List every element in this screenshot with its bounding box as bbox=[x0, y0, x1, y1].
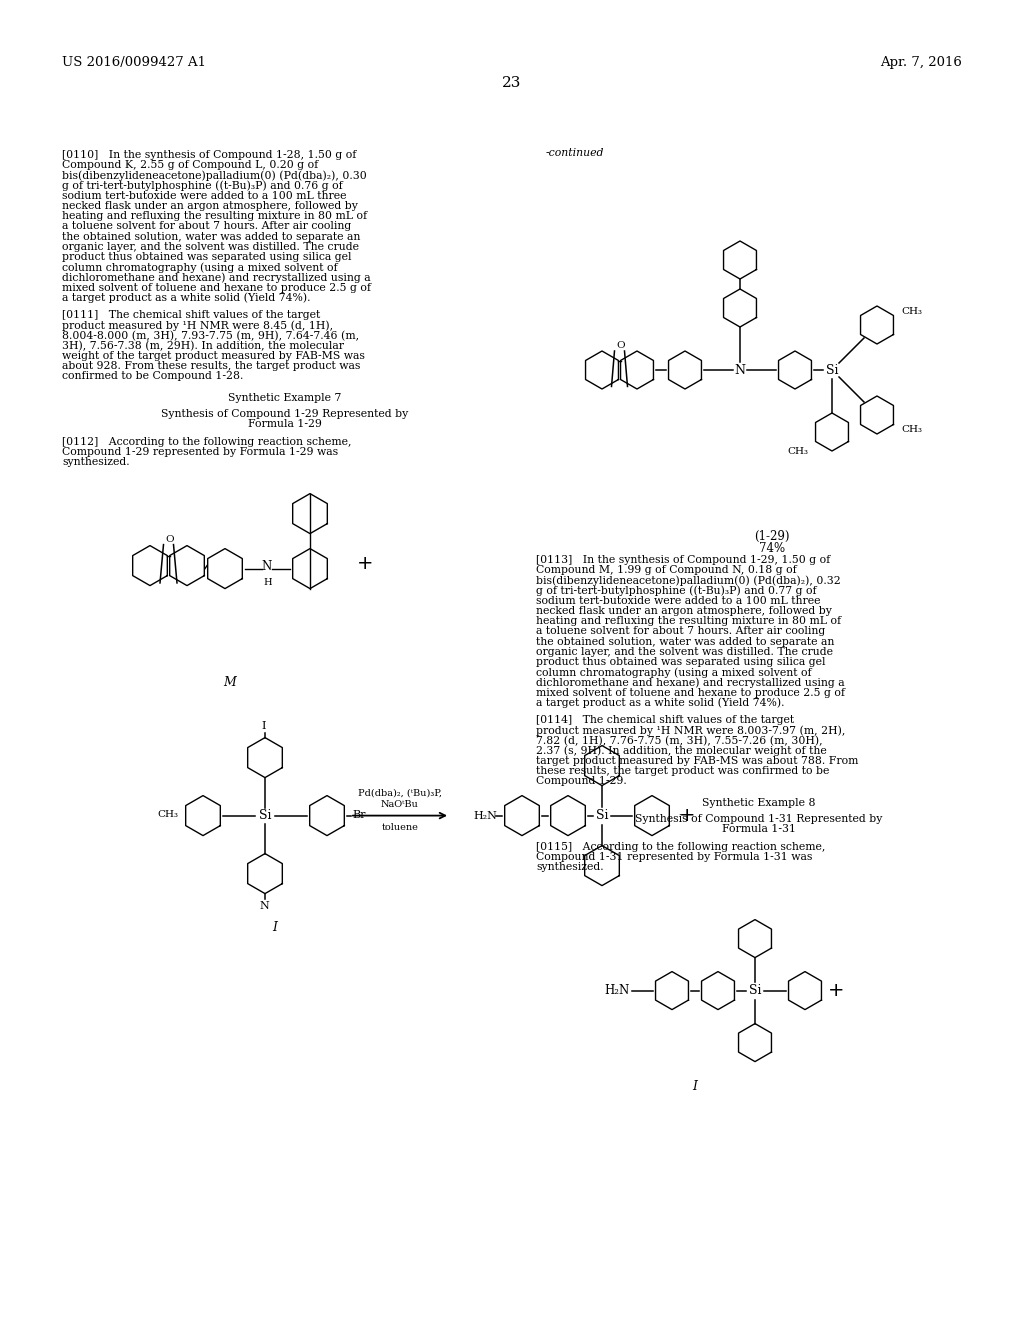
Text: CH₃: CH₃ bbox=[901, 425, 922, 433]
Text: column chromatography (using a mixed solvent of: column chromatography (using a mixed sol… bbox=[536, 667, 812, 677]
Text: synthesized.: synthesized. bbox=[536, 862, 603, 873]
Text: H: H bbox=[264, 578, 272, 586]
Text: -continued: -continued bbox=[546, 148, 604, 158]
Text: [0111]   The chemical shift values of the target: [0111] The chemical shift values of the … bbox=[62, 310, 321, 319]
Text: Compound 1-29.: Compound 1-29. bbox=[536, 776, 627, 787]
Text: bis(dibenzylideneacetone)palladium(0) (Pd(dba)₂), 0.30: bis(dibenzylideneacetone)palladium(0) (P… bbox=[62, 170, 367, 181]
Text: H₂N: H₂N bbox=[473, 810, 497, 821]
Text: a target product as a white solid (Yield 74%).: a target product as a white solid (Yield… bbox=[536, 698, 784, 709]
Text: [0114]   The chemical shift values of the target: [0114] The chemical shift values of the … bbox=[536, 715, 795, 725]
Text: +: + bbox=[679, 807, 695, 825]
Text: the obtained solution, water was added to separate an: the obtained solution, water was added t… bbox=[62, 231, 360, 242]
Text: dichloromethane and hexane) and recrystallized using a: dichloromethane and hexane) and recrysta… bbox=[536, 677, 845, 688]
Text: Pd(dba)₂, (ᵗBu)₃P,: Pd(dba)₂, (ᵗBu)₃P, bbox=[358, 788, 442, 797]
Text: N: N bbox=[734, 363, 745, 376]
Text: M: M bbox=[223, 676, 237, 689]
Text: Si: Si bbox=[259, 809, 271, 822]
Text: mixed solvent of toluene and hexane to produce 2.5 g of: mixed solvent of toluene and hexane to p… bbox=[536, 688, 845, 697]
Text: Formula 1-29: Formula 1-29 bbox=[248, 418, 322, 429]
Text: O: O bbox=[616, 342, 625, 351]
Text: a target product as a white solid (Yield 74%).: a target product as a white solid (Yield… bbox=[62, 293, 310, 304]
Text: sodium tert-butoxide were added to a 100 mL three: sodium tert-butoxide were added to a 100… bbox=[62, 191, 346, 201]
Text: NaOᵗBu: NaOᵗBu bbox=[381, 800, 419, 809]
Text: H₂N: H₂N bbox=[605, 985, 630, 997]
Text: CH₃: CH₃ bbox=[901, 306, 922, 315]
Text: CH₃: CH₃ bbox=[787, 446, 808, 455]
Text: a toluene solvent for about 7 hours. After air cooling: a toluene solvent for about 7 hours. Aft… bbox=[536, 627, 825, 636]
Text: weight of the target product measured by FAB-MS was: weight of the target product measured by… bbox=[62, 351, 365, 360]
Text: organic layer, and the solvent was distilled. The crude: organic layer, and the solvent was disti… bbox=[536, 647, 833, 657]
Text: g of tri-tert-butylphosphine ((t-Bu)₃P) and 0.77 g of: g of tri-tert-butylphosphine ((t-Bu)₃P) … bbox=[536, 586, 816, 597]
Text: mixed solvent of toluene and hexane to produce 2.5 g of: mixed solvent of toluene and hexane to p… bbox=[62, 282, 371, 293]
Text: I: I bbox=[272, 920, 278, 933]
Text: Br: Br bbox=[352, 809, 366, 820]
Text: Compound 1-29 represented by Formula 1-29 was: Compound 1-29 represented by Formula 1-2… bbox=[62, 447, 338, 457]
Text: Synthesis of Compound 1-29 Represented by: Synthesis of Compound 1-29 Represented b… bbox=[162, 409, 409, 418]
Text: Si: Si bbox=[825, 363, 839, 376]
Text: O: O bbox=[165, 535, 174, 544]
Text: Compound M, 1.99 g of Compound N, 0.18 g of: Compound M, 1.99 g of Compound N, 0.18 g… bbox=[536, 565, 797, 576]
Text: +: + bbox=[356, 554, 374, 573]
Text: product measured by ¹H NMR were 8.45 (d, 1H),: product measured by ¹H NMR were 8.45 (d,… bbox=[62, 321, 333, 331]
Text: Formula 1-31: Formula 1-31 bbox=[722, 824, 796, 834]
Text: g of tri-tert-butylphosphine ((t-Bu)₃P) and 0.76 g of: g of tri-tert-butylphosphine ((t-Bu)₃P) … bbox=[62, 181, 343, 191]
Text: dichloromethane and hexane) and recrystallized using a: dichloromethane and hexane) and recrysta… bbox=[62, 272, 371, 282]
Text: N: N bbox=[262, 560, 272, 573]
Text: 2.37 (s, 9H). In addition, the molecular weight of the: 2.37 (s, 9H). In addition, the molecular… bbox=[536, 746, 826, 756]
Text: about 928. From these results, the target product was: about 928. From these results, the targe… bbox=[62, 360, 360, 371]
Text: 8.004-8.000 (m, 3H), 7.93-7.75 (m, 9H), 7.64-7.46 (m,: 8.004-8.000 (m, 3H), 7.93-7.75 (m, 9H), … bbox=[62, 330, 359, 341]
Text: [0112]   According to the following reaction scheme,: [0112] According to the following reacti… bbox=[62, 437, 351, 447]
Text: sodium tert-butoxide were added to a 100 mL three: sodium tert-butoxide were added to a 100… bbox=[536, 595, 820, 606]
Text: CH₃: CH₃ bbox=[157, 810, 178, 820]
Text: target product measured by FAB-MS was about 788. From: target product measured by FAB-MS was ab… bbox=[536, 756, 858, 766]
Text: Si: Si bbox=[749, 985, 761, 997]
Text: N: N bbox=[259, 900, 269, 911]
Text: +: + bbox=[827, 981, 844, 1001]
Text: synthesized.: synthesized. bbox=[62, 458, 130, 467]
Text: organic layer, and the solvent was distilled. The crude: organic layer, and the solvent was disti… bbox=[62, 242, 359, 252]
Text: US 2016/0099427 A1: US 2016/0099427 A1 bbox=[62, 55, 206, 69]
Text: a toluene solvent for about 7 hours. After air cooling: a toluene solvent for about 7 hours. Aft… bbox=[62, 222, 351, 231]
Text: heating and refluxing the resulting mixture in 80 mL of: heating and refluxing the resulting mixt… bbox=[62, 211, 368, 222]
Text: the obtained solution, water was added to separate an: the obtained solution, water was added t… bbox=[536, 636, 835, 647]
Text: column chromatography (using a mixed solvent of: column chromatography (using a mixed sol… bbox=[62, 263, 338, 273]
Text: Synthetic Example 7: Synthetic Example 7 bbox=[228, 393, 342, 404]
Text: I: I bbox=[692, 1080, 697, 1093]
Text: [0115]   According to the following reaction scheme,: [0115] According to the following reacti… bbox=[536, 842, 825, 851]
Text: 3H), 7.56-7.38 (m, 29H). In addition, the molecular: 3H), 7.56-7.38 (m, 29H). In addition, th… bbox=[62, 341, 344, 351]
Text: product thus obtained was separated using silica gel: product thus obtained was separated usin… bbox=[62, 252, 351, 261]
Text: toluene: toluene bbox=[382, 822, 419, 832]
Text: 74%: 74% bbox=[759, 543, 785, 554]
Text: Synthesis of Compound 1-31 Represented by: Synthesis of Compound 1-31 Represented b… bbox=[635, 813, 883, 824]
Text: bis(dibenzylideneacetone)palladium(0) (Pd(dba)₂), 0.32: bis(dibenzylideneacetone)palladium(0) (P… bbox=[536, 576, 841, 586]
Text: these results, the target product was confirmed to be: these results, the target product was co… bbox=[536, 766, 829, 776]
Text: Compound 1-31 represented by Formula 1-31 was: Compound 1-31 represented by Formula 1-3… bbox=[536, 853, 812, 862]
Text: (1-29): (1-29) bbox=[755, 531, 790, 543]
Text: necked flask under an argon atmosphere, followed by: necked flask under an argon atmosphere, … bbox=[62, 201, 357, 211]
Text: [0113]   In the synthesis of Compound 1-29, 1.50 g of: [0113] In the synthesis of Compound 1-29… bbox=[536, 554, 830, 565]
Text: confirmed to be Compound 1-28.: confirmed to be Compound 1-28. bbox=[62, 371, 244, 381]
Text: product thus obtained was separated using silica gel: product thus obtained was separated usin… bbox=[536, 657, 825, 667]
Text: Synthetic Example 8: Synthetic Example 8 bbox=[702, 799, 816, 808]
Text: product measured by ¹H NMR were 8.003-7.97 (m, 2H),: product measured by ¹H NMR were 8.003-7.… bbox=[536, 725, 846, 735]
Text: Si: Si bbox=[596, 809, 608, 822]
Text: Compound K, 2.55 g of Compound L, 0.20 g of: Compound K, 2.55 g of Compound L, 0.20 g… bbox=[62, 160, 318, 170]
Text: I: I bbox=[262, 721, 266, 730]
Text: heating and refluxing the resulting mixture in 80 mL of: heating and refluxing the resulting mixt… bbox=[536, 616, 841, 626]
Text: 7.82 (d, 1H), 7.76-7.75 (m, 3H), 7.55-7.26 (m, 30H),: 7.82 (d, 1H), 7.76-7.75 (m, 3H), 7.55-7.… bbox=[536, 735, 822, 746]
Text: Apr. 7, 2016: Apr. 7, 2016 bbox=[880, 55, 962, 69]
Text: [0110]   In the synthesis of Compound 1-28, 1.50 g of: [0110] In the synthesis of Compound 1-28… bbox=[62, 150, 356, 160]
Text: necked flask under an argon atmosphere, followed by: necked flask under an argon atmosphere, … bbox=[536, 606, 831, 616]
Text: 23: 23 bbox=[503, 77, 521, 90]
